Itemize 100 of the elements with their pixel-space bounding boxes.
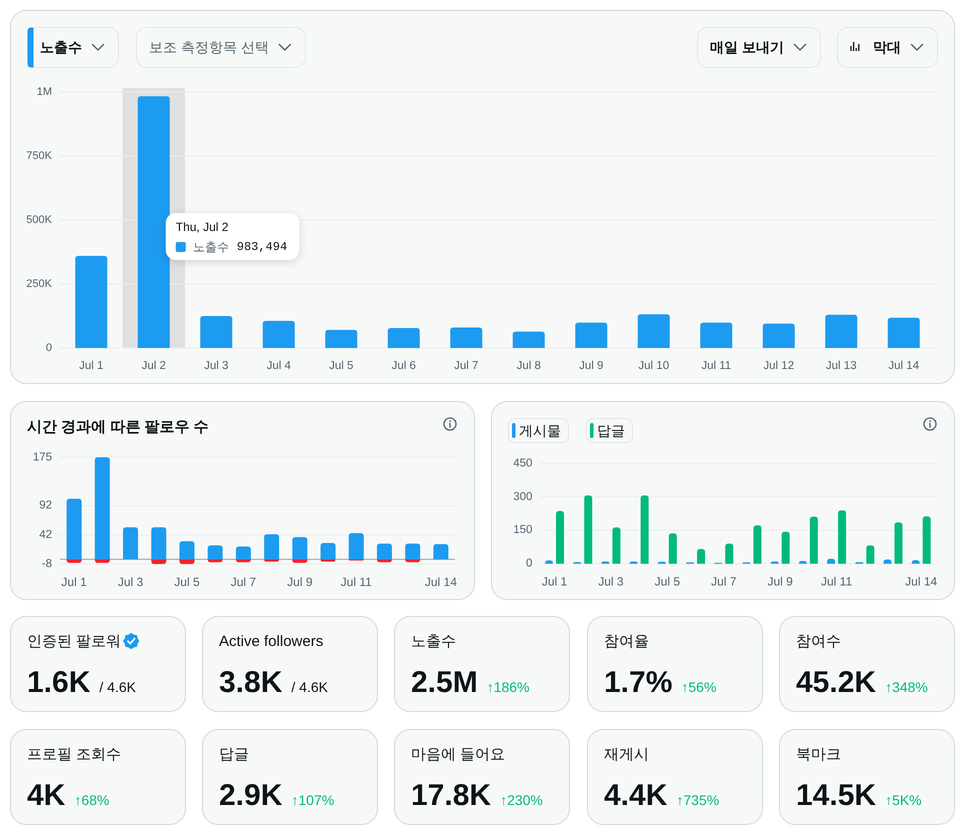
text: 마음에 들어요 [411,746,506,763]
text: / 4.6K [291,679,329,695]
bar [556,511,564,564]
x-tick-label: Jul 4 [266,360,292,372]
text: 1.7% [604,666,672,699]
text: 4K [27,779,66,812]
bar [376,544,392,560]
bar [584,495,592,564]
bar [638,314,670,348]
annotation: Thu, Jul 2 [176,220,229,234]
text: ↑107% [291,792,334,808]
legend-label: 노출수 [192,240,229,254]
text: ↑348% [885,679,928,695]
chart-title: 노출수 [40,39,82,55]
annotation: 983,494 [236,240,288,254]
y-tick-label: 300 [513,490,532,503]
x-tick-label: Jul 3 [204,360,228,372]
x-tick-label: Jul 9 [579,360,604,372]
bar [782,532,790,564]
text: 북마크 [796,746,841,763]
text: ↑186% [486,679,530,695]
y-tick-label: 250K [26,278,53,290]
x-tick-label: Jul 7 [711,574,737,589]
text: 프로필 조회수 [27,746,122,763]
bar [236,546,251,560]
bar [922,516,931,564]
text: 답글 [219,746,249,763]
x-tick-label: Jul 8 [516,360,541,372]
x-tick-label: Jul 3 [118,575,144,589]
text: 매일 보내기 [710,39,784,55]
x-tick-label: Jul 10 [638,360,670,372]
bar [866,545,874,564]
text: 막대 [873,39,901,55]
bar [512,332,545,348]
text: 4.4K [604,779,668,812]
bar [123,527,138,560]
bar [66,498,82,560]
x-tick-label: Jul 11 [340,575,372,589]
bar [179,559,194,564]
text: ↑68% [74,792,110,808]
y-tick-label: 500K [26,214,53,226]
y-tick-label: 92 [39,500,52,512]
text: 2.9K [219,779,283,812]
x-tick-label: Jul 5 [654,574,680,589]
bar [825,314,858,348]
x-tick-label: Jul 14 [424,575,458,589]
x-tick-label: Jul 11 [701,360,732,372]
bar [388,328,420,348]
x-tick-label: Jul 14 [888,360,920,372]
bar [894,522,902,564]
bar [320,543,336,560]
bar [762,324,795,348]
text: Active followers [219,633,324,650]
y-tick-label: 450 [513,457,532,470]
legend-label: 게시물 [519,422,561,438]
x-tick-label: Jul 7 [454,360,478,372]
y-tick-label: 42 [39,528,52,541]
text: ↑230% [500,792,543,808]
x-tick-label: Jul 6 [392,360,416,372]
y-tick-label: 1M [36,86,52,98]
x-tick-label: Jul 5 [329,360,354,372]
bar [612,527,620,564]
bar [348,533,364,560]
x-tick-label: Jul 2 [142,360,166,372]
bar [697,548,706,564]
text: / 4.6K [99,679,137,695]
bar [208,545,223,560]
text: 17.8K [411,779,492,812]
bar [262,320,295,348]
bar [888,318,920,348]
x-tick-label: Jul 1 [79,360,104,372]
x-tick-label: Jul 3 [598,574,624,589]
bar [450,328,482,348]
x-tick-label: Jul 11 [821,574,852,589]
legend-label: 답글 [597,422,625,438]
bar [325,330,358,348]
y-tick-label: 0 [526,558,532,570]
bar [810,516,818,564]
bar [575,322,608,348]
x-tick-label: Jul 9 [287,575,313,589]
x-tick-label: Jul 9 [767,574,794,589]
text: 인증된 팔로워 [27,633,122,650]
x-tick-label: Jul 1 [61,575,88,589]
bar [668,533,677,564]
bar [179,541,194,560]
bar [151,559,166,564]
x-tick-label: Jul 13 [826,360,857,372]
bar [200,316,232,348]
text: ↑56% [681,679,716,695]
y-tick-label: 175 [32,451,52,464]
x-tick-label: Jul 1 [542,574,568,589]
bar [640,495,649,564]
bar [264,534,280,560]
x-tick-label: Jul 5 [174,575,200,589]
text: ↑5K% [885,792,922,808]
bar [94,457,110,560]
bar [433,544,448,560]
y-tick-label: 0 [46,342,52,354]
text: 2.5M [411,666,478,699]
bar [838,510,846,564]
